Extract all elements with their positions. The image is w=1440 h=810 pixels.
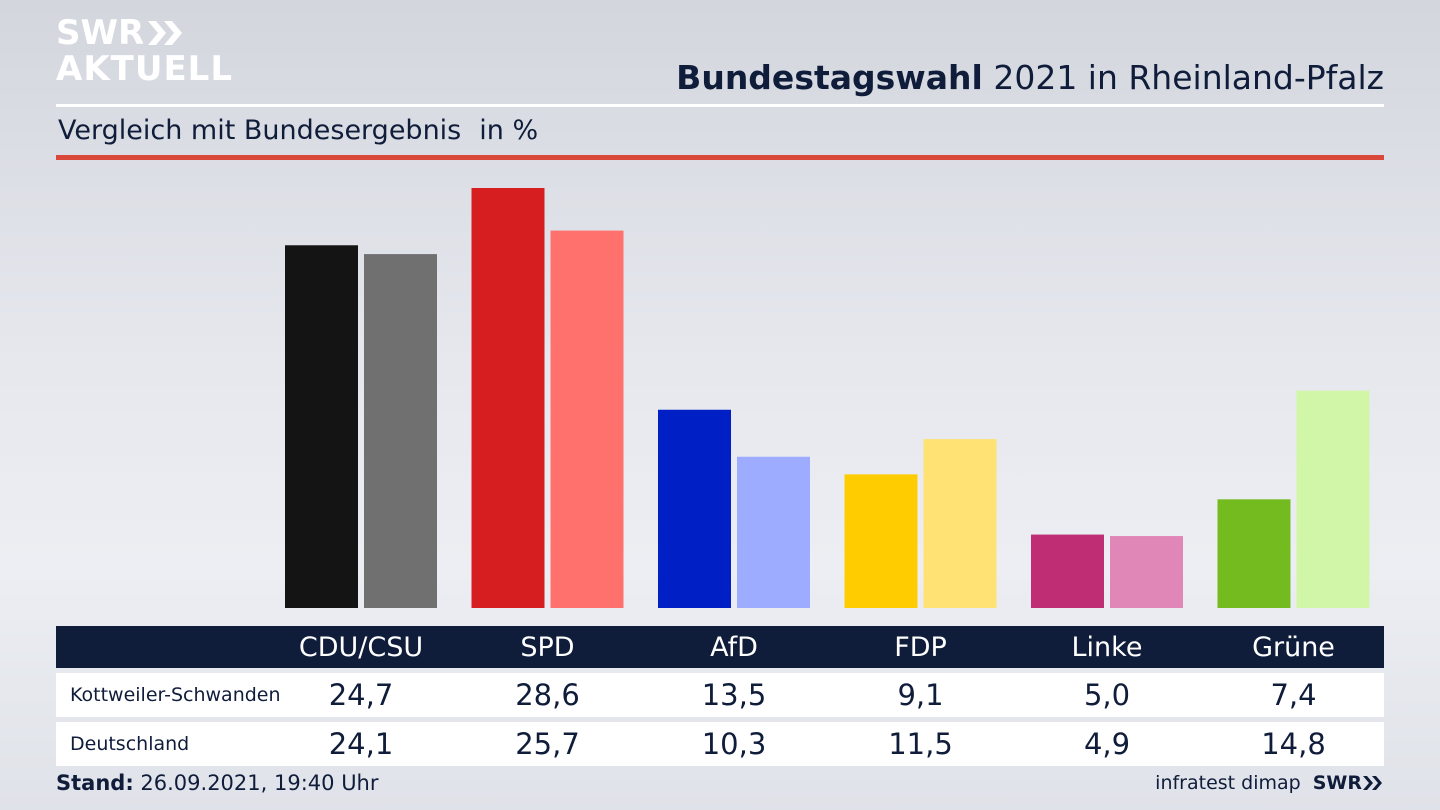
bar-afd-kottweiler-schwanden — [658, 409, 731, 608]
chevron-double-right-icon — [148, 21, 183, 45]
subtitle-text: Vergleich mit Bundesergebnis — [58, 115, 462, 146]
bar-gr-ne-deutschland — [1296, 390, 1370, 608]
bar-fdp-kottweiler-schwanden — [844, 474, 918, 608]
page-title: Bundestagswahl 2021 in Rheinland-Pfalz — [676, 58, 1384, 97]
value-linke-kottweiler-schwanden: 5,0 — [1083, 678, 1131, 712]
column-header-cdu-csu: CDU/CSU — [298, 631, 424, 663]
title-rest: 2021 in Rheinland-Pfalz — [993, 58, 1384, 97]
bar-linke-deutschland — [1110, 536, 1183, 608]
value-fdp-deutschland: 11,5 — [888, 727, 953, 761]
table-row-kottweiler: Kottweiler-Schwanden 24,7 28,6 13,5 9,1 5,0 7… — [56, 673, 1384, 717]
stand-value: 26.09.2021, 19:40 Uhr — [140, 771, 379, 795]
bar-fdp-deutschland — [923, 439, 997, 608]
logo-text-swr: SWR — [56, 13, 145, 53]
column-header-gr-ne: Grüne — [1252, 631, 1335, 663]
title-divider — [56, 104, 1384, 107]
swr-aktuell-logo: SWR AKTUELL — [56, 16, 233, 86]
unit-label: in % — [479, 115, 539, 146]
value-afd-kottweiler-schwanden: 13,5 — [701, 678, 767, 712]
source-text: infratest dimap — [1155, 772, 1301, 794]
red-divider — [56, 155, 1384, 160]
value-linke-deutschland: 4,9 — [1083, 727, 1131, 761]
logo-text-aktuell: AKTUELL — [56, 49, 234, 89]
timestamp: Stand: 26.09.2021, 19:40 Uhr — [56, 771, 379, 795]
value-cdu-csu-kottweiler-schwanden: 24,7 — [328, 678, 394, 712]
value-spd-kottweiler-schwanden: 28,6 — [515, 678, 580, 712]
bar-gr-ne-kottweiler-schwanden — [1217, 499, 1291, 608]
column-header-linke: Linke — [1071, 631, 1143, 663]
bar-cdu-csu-kottweiler-schwanden — [285, 245, 358, 609]
footer-swr-logo: SWR — [1313, 772, 1384, 794]
table-header: CDU/CSU SPD AfD FDP Linke Grüne — [56, 626, 1384, 668]
bar-spd-kottweiler-schwanden — [471, 188, 545, 608]
title-bold: Bundestagswahl — [676, 58, 983, 97]
bar-linke-kottweiler-schwanden — [1031, 534, 1104, 608]
table-row-deutschland: Deutschland 24,1 25,7 10,3 11,5 4,9 14,8 — [56, 722, 1384, 766]
source-credit: infratest dimap SWR — [1155, 772, 1384, 794]
bar-cdu-csu-deutschland — [364, 254, 437, 608]
value-spd-deutschland: 25,7 — [515, 727, 580, 761]
value-afd-deutschland: 10,3 — [701, 727, 767, 761]
bar-afd-deutschland — [737, 456, 810, 608]
column-header-spd: SPD — [520, 631, 575, 663]
bar-spd-deutschland — [550, 230, 624, 609]
value-fdp-kottweiler-schwanden: 9,1 — [897, 678, 944, 712]
chevron-double-right-icon — [1363, 776, 1382, 790]
column-header-afd: AfD — [710, 631, 758, 663]
stand-label: Stand: — [56, 771, 134, 795]
results-table: CDU/CSU SPD AfD FDP Linke Grüne Kottweiler-Sc… — [56, 626, 1384, 766]
footer-logo-text: SWR — [1312, 772, 1362, 794]
row-label: Kottweiler-Schwanden — [70, 684, 281, 706]
chart-subtitle: Vergleich mit Bundesergebnis in % — [58, 115, 538, 146]
value-gr-ne-kottweiler-schwanden: 7,4 — [1270, 678, 1317, 712]
column-header-fdp: FDP — [894, 631, 947, 663]
row-label: Deutschland — [70, 733, 190, 755]
value-cdu-csu-deutschland: 24,1 — [328, 727, 394, 761]
value-gr-ne-deutschland: 14,8 — [1261, 727, 1326, 761]
